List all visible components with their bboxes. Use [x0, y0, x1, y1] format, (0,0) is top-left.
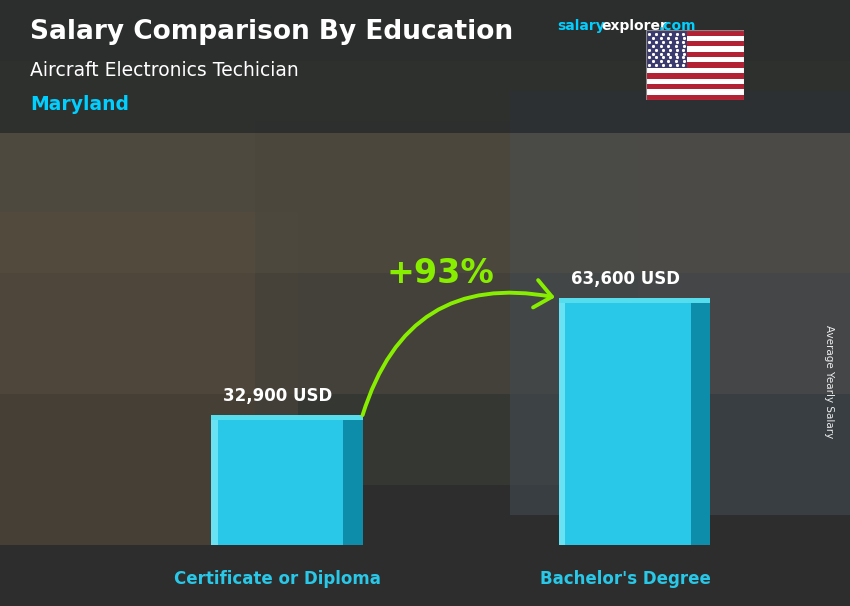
Text: Certificate or Diploma: Certificate or Diploma — [174, 570, 381, 588]
Bar — [646, 84, 744, 89]
Bar — [255, 121, 638, 485]
Text: +93%: +93% — [387, 258, 495, 290]
Text: .com: .com — [659, 19, 696, 33]
Bar — [559, 303, 691, 545]
FancyArrowPatch shape — [363, 280, 552, 415]
Bar — [0, 394, 850, 606]
Bar — [646, 89, 744, 95]
Bar — [212, 420, 218, 545]
Text: 63,600 USD: 63,600 USD — [570, 270, 680, 288]
Bar — [646, 79, 744, 84]
Bar — [559, 298, 711, 303]
Bar — [646, 62, 744, 68]
Text: Average Yearly Salary: Average Yearly Salary — [824, 325, 834, 438]
Bar — [646, 30, 687, 68]
Bar — [212, 420, 343, 545]
Bar — [212, 415, 363, 420]
Bar — [646, 73, 744, 79]
Bar — [0, 61, 850, 273]
Bar — [559, 303, 565, 545]
Bar — [646, 57, 744, 62]
Bar — [646, 30, 744, 36]
Bar — [646, 36, 744, 41]
Bar — [691, 303, 711, 545]
Text: Maryland: Maryland — [30, 95, 128, 114]
Bar — [0, 212, 298, 545]
Bar — [343, 420, 363, 545]
Bar — [646, 68, 744, 73]
Text: Bachelor's Degree: Bachelor's Degree — [540, 570, 711, 588]
Text: salary: salary — [557, 19, 604, 33]
Text: explorer: explorer — [601, 19, 666, 33]
Bar — [646, 95, 744, 100]
Text: Aircraft Electronics Techician: Aircraft Electronics Techician — [30, 61, 298, 79]
Bar — [646, 41, 744, 47]
Bar — [0, 0, 850, 133]
Bar — [646, 52, 744, 57]
Bar — [646, 47, 744, 52]
Text: 32,900 USD: 32,900 USD — [223, 387, 332, 405]
Text: Salary Comparison By Education: Salary Comparison By Education — [30, 19, 513, 45]
Bar — [0, 0, 850, 394]
Bar — [510, 91, 850, 515]
